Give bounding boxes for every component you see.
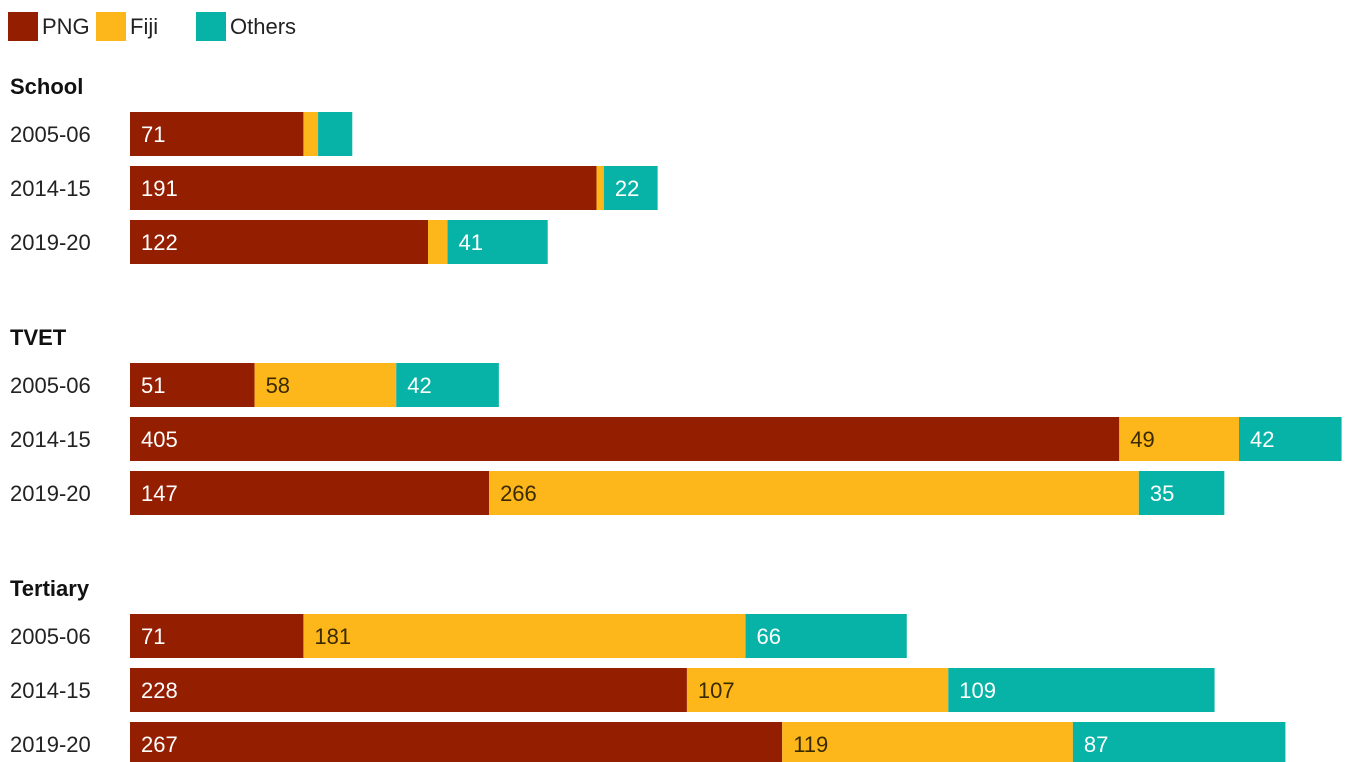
year-label: 2005-06 <box>10 122 91 147</box>
legend-swatch-others <box>196 12 226 41</box>
data-label: 71 <box>141 624 165 649</box>
bar-segment-png <box>130 166 597 210</box>
data-label: 22 <box>615 176 639 201</box>
bar-segment-fiji <box>303 112 319 156</box>
bar-segment-fiji <box>1119 417 1239 461</box>
data-label: 267 <box>141 732 178 757</box>
legend-label-others: Others <box>230 14 296 39</box>
year-label: 2014-15 <box>10 678 91 703</box>
year-label: 2019-20 <box>10 481 91 506</box>
bar-segment-png <box>130 722 783 762</box>
bar-segment-png <box>130 220 429 264</box>
legend-swatch-png <box>8 12 38 41</box>
bar-segment-others <box>603 166 658 210</box>
data-label: 191 <box>141 176 178 201</box>
legend-label-fiji: Fiji <box>130 14 158 39</box>
data-label: 41 <box>459 230 483 255</box>
bar-segment-png <box>130 614 304 658</box>
bar-row-2019-20: 2019-20 122 41 <box>10 220 548 264</box>
data-label: 119 <box>793 732 828 757</box>
bar-row-2014-15: 2014-15 228 107 109 <box>10 668 1215 712</box>
data-label: 51 <box>141 373 165 398</box>
bar-segment-fiji <box>254 363 397 407</box>
bar-segment-others <box>948 668 1215 712</box>
bar-row-2014-15: 2014-15 405 49 42 <box>10 417 1342 461</box>
year-label: 2014-15 <box>10 176 91 201</box>
bar-segment-png <box>130 363 255 407</box>
bar-row-2005-06: 2005-06 71 181 66 <box>10 614 907 658</box>
bar-segment-others <box>1138 471 1225 515</box>
data-label: 42 <box>407 373 431 398</box>
data-label: 66 <box>757 624 781 649</box>
bar-segment-png <box>130 668 687 712</box>
bar-segment-others <box>745 614 907 658</box>
bar-segment-others <box>1072 722 1286 762</box>
year-label: 2019-20 <box>10 230 91 255</box>
year-label: 2014-15 <box>10 427 91 452</box>
bar-segment-fiji <box>596 166 604 210</box>
data-label: 122 <box>141 230 178 255</box>
group-title: School <box>10 74 83 99</box>
data-label: 181 <box>314 624 351 649</box>
data-label: 87 <box>1084 732 1108 757</box>
data-label: 35 <box>1150 481 1174 506</box>
bar-row-2005-06: 2005-06 51 58 42 <box>10 363 499 407</box>
bar-segment-png <box>130 417 1120 461</box>
year-label: 2019-20 <box>10 732 91 757</box>
data-label: 58 <box>266 373 290 398</box>
bar-segment-others <box>447 220 548 264</box>
data-label: 109 <box>959 678 996 703</box>
group-title: TVET <box>10 325 67 350</box>
data-label: 42 <box>1250 427 1274 452</box>
bar-segment-fiji <box>686 668 949 712</box>
bar-segment-png <box>130 471 490 515</box>
bar-row-2005-06: 2005-06 71 <box>10 112 353 156</box>
bar-row-2019-20: 2019-20 267 119 87 <box>10 722 1286 762</box>
legend-label-png: PNG <box>42 14 90 39</box>
data-label: 71 <box>141 122 165 147</box>
legend: PNG Fiji Others <box>8 12 296 41</box>
bar-segment-others <box>318 112 353 156</box>
group-school: School 2005-06 71 2014-15 191 22 2019-20 122 41 <box>10 74 658 264</box>
data-label: 228 <box>141 678 178 703</box>
bar-segment-others <box>1238 417 1342 461</box>
bar-row-2019-20: 2019-20 147 266 35 <box>10 471 1225 515</box>
bar-segment-fiji <box>782 722 1073 762</box>
year-label: 2005-06 <box>10 624 91 649</box>
data-label: 266 <box>500 481 537 506</box>
year-label: 2005-06 <box>10 373 91 398</box>
data-label: 49 <box>1130 427 1154 452</box>
bar-segment-png <box>130 112 304 156</box>
data-label: 107 <box>698 678 735 703</box>
data-label: 147 <box>141 481 178 506</box>
legend-swatch-fiji <box>96 12 126 41</box>
data-label: 405 <box>141 427 178 452</box>
bar-segment-fiji <box>303 614 746 658</box>
group-tvet: TVET 2005-06 51 58 42 2014-15 405 49 42 2019-20 14… <box>10 325 1342 515</box>
bar-segment-fiji <box>489 471 1139 515</box>
bar-row-2014-15: 2014-15 191 22 <box>10 166 658 210</box>
bar-segment-fiji <box>428 220 448 264</box>
bar-segment-others <box>396 363 499 407</box>
group-title: Tertiary <box>10 576 90 601</box>
